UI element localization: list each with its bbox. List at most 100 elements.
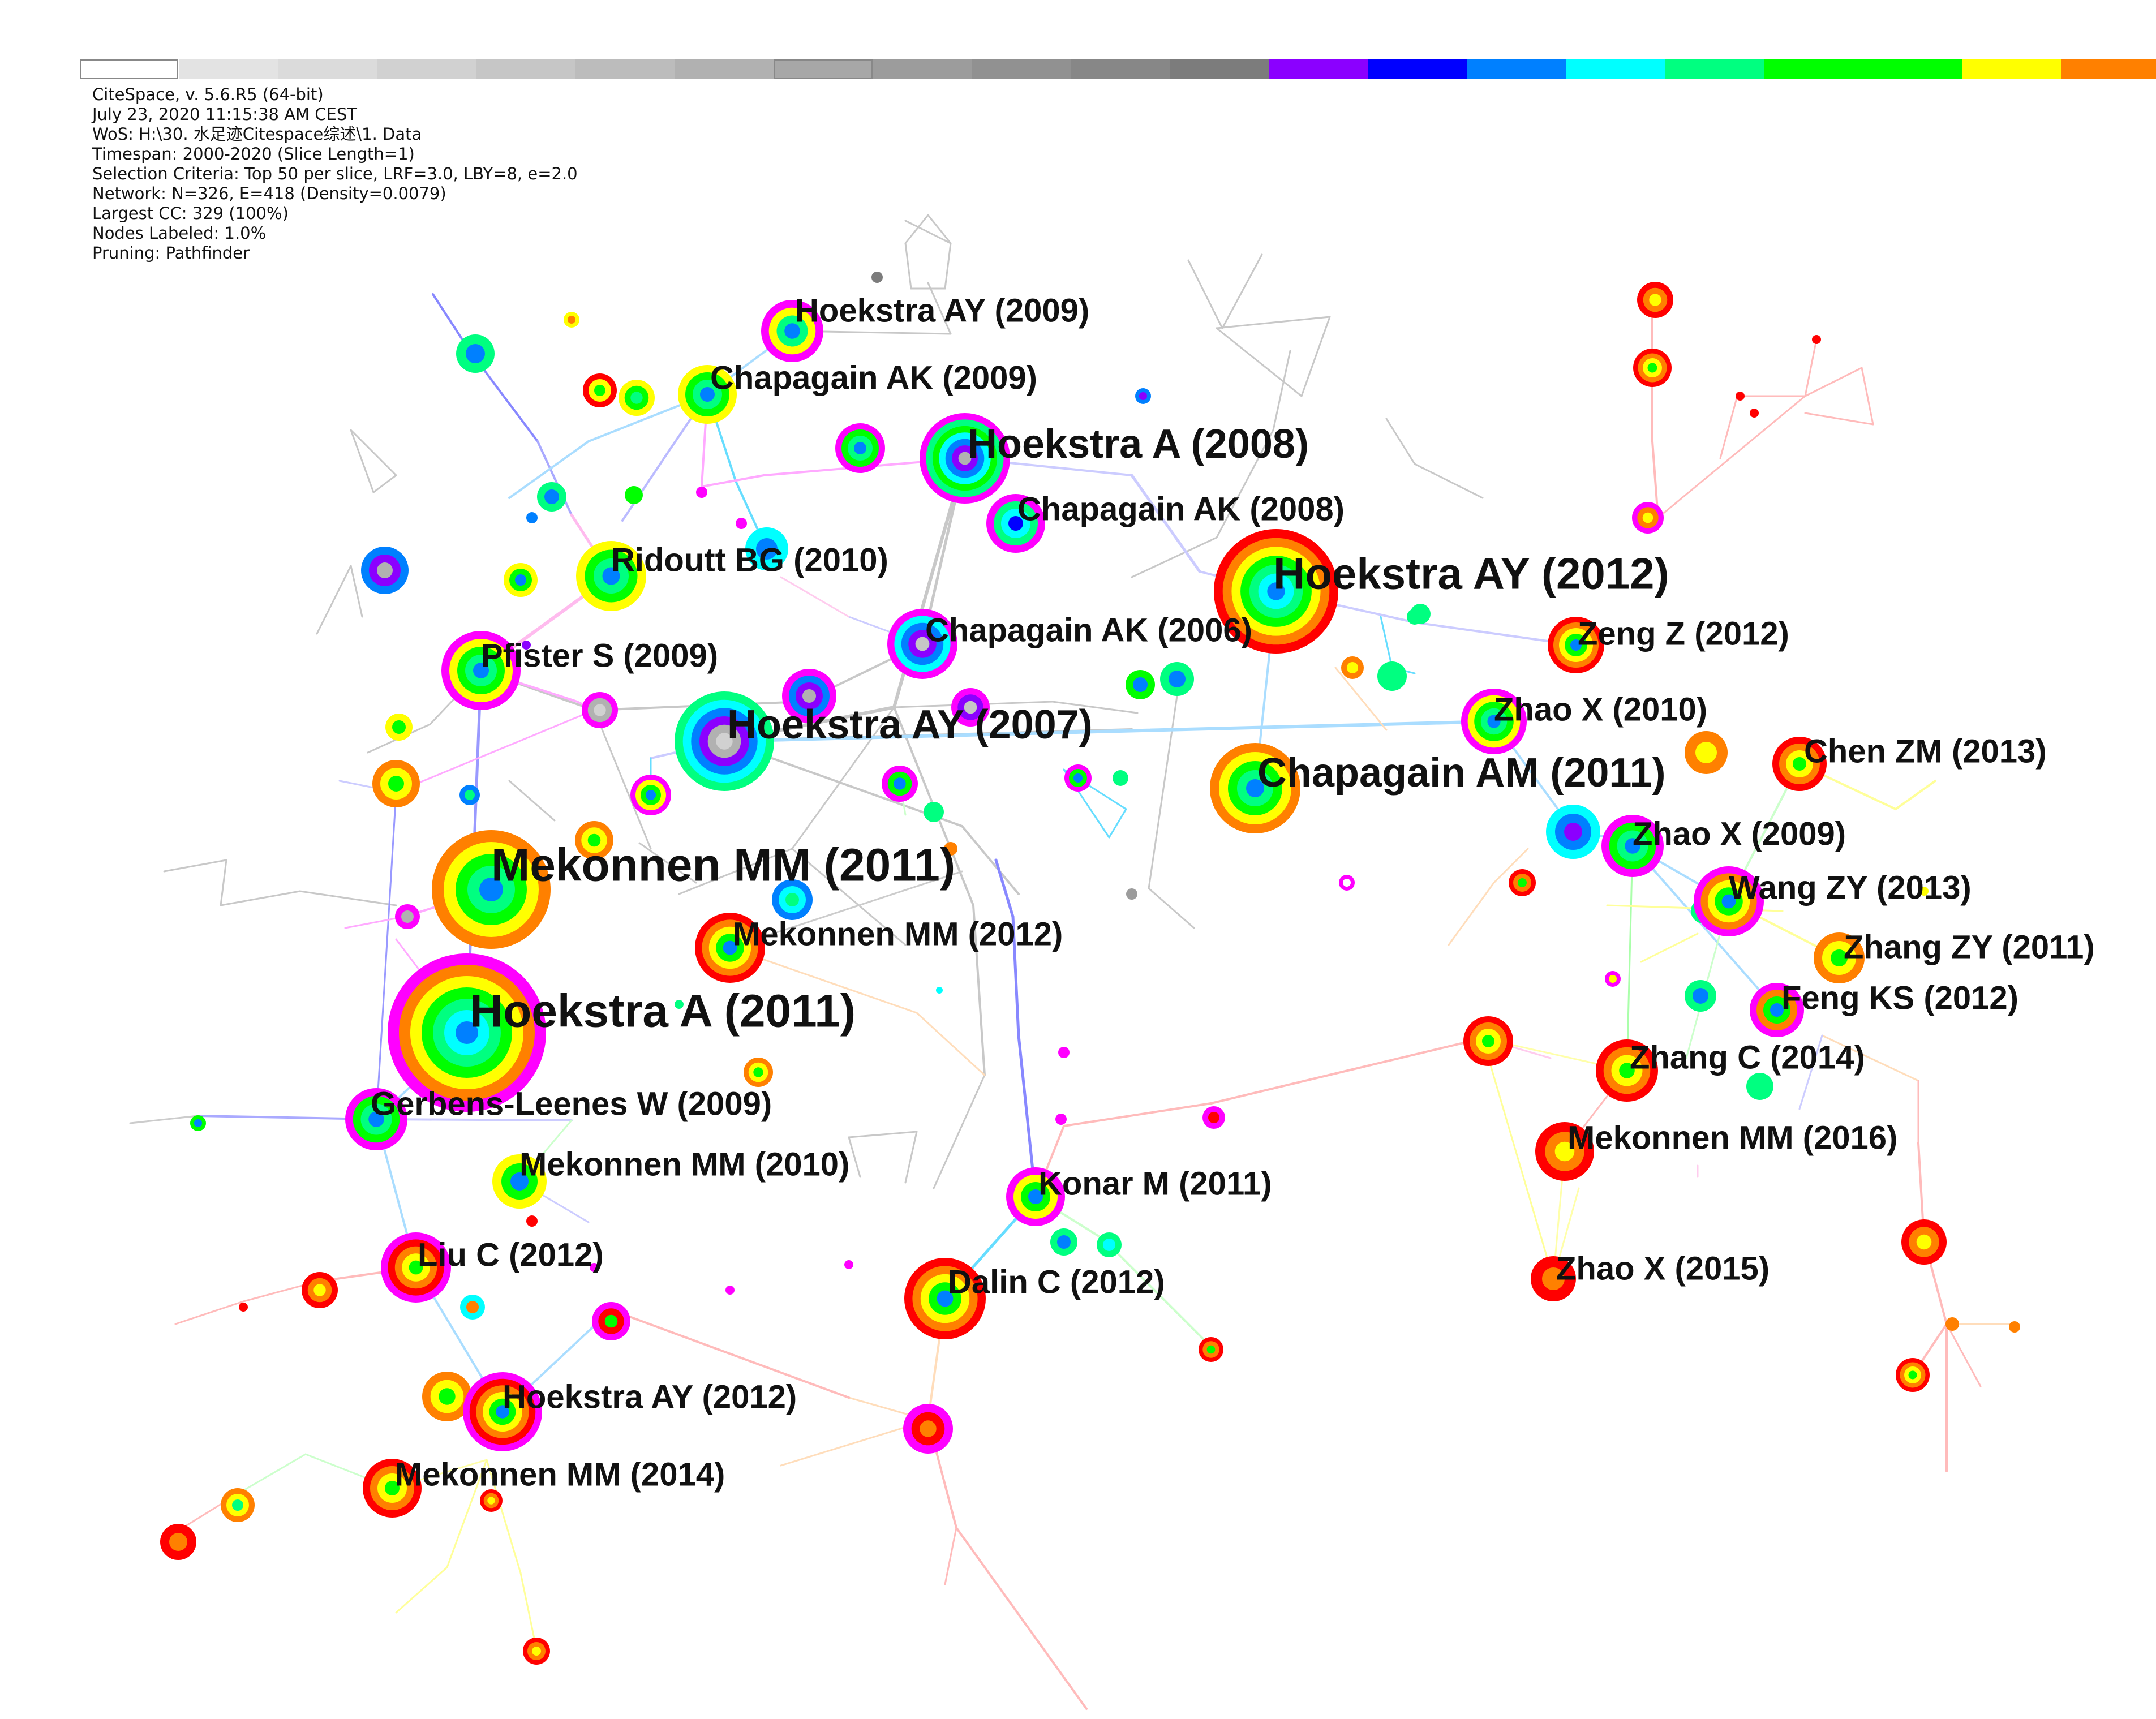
citation-node[interactable] (1535, 1122, 1594, 1181)
small-node[interactable] (221, 1488, 255, 1522)
small-node[interactable] (302, 1272, 338, 1308)
small-node[interactable] (1746, 1073, 1773, 1100)
small-node[interactable] (590, 1263, 599, 1272)
small-node[interactable] (1055, 1114, 1067, 1125)
small-node[interactable] (2009, 1321, 2020, 1333)
small-node[interactable] (1135, 388, 1151, 404)
small-node[interactable] (903, 1404, 953, 1454)
small-node[interactable] (630, 775, 671, 815)
citation-node[interactable] (1214, 529, 1338, 654)
citation-node[interactable] (695, 913, 765, 983)
small-node[interactable] (1901, 1219, 1947, 1265)
small-node[interactable] (1064, 764, 1092, 792)
citation-node[interactable] (492, 1154, 547, 1209)
small-node[interactable] (944, 842, 957, 856)
small-node[interactable] (239, 1303, 248, 1312)
small-node[interactable] (361, 547, 409, 594)
citation-node[interactable] (1548, 617, 1604, 673)
small-node[interactable] (1945, 1317, 1959, 1331)
small-node[interactable] (1407, 609, 1423, 625)
small-node[interactable] (1546, 805, 1600, 859)
small-node[interactable] (619, 380, 655, 416)
small-node[interactable] (564, 312, 579, 328)
citation-node[interactable] (441, 631, 521, 710)
citation-node[interactable] (920, 413, 1010, 504)
small-node[interactable] (1199, 1337, 1223, 1362)
small-node[interactable] (422, 1372, 472, 1421)
citation-node[interactable] (345, 1088, 407, 1150)
citation-node[interactable] (363, 1459, 422, 1518)
citation-node[interactable] (463, 1372, 542, 1451)
small-node[interactable] (1463, 1016, 1513, 1066)
small-node[interactable] (395, 904, 420, 929)
small-node[interactable] (835, 423, 885, 473)
small-node[interactable] (1896, 1358, 1930, 1392)
small-node[interactable] (1812, 335, 1821, 344)
small-node[interactable] (782, 669, 836, 723)
small-node[interactable] (575, 821, 613, 860)
citation-node[interactable] (388, 953, 546, 1112)
small-node[interactable] (936, 987, 943, 994)
small-node[interactable] (844, 1260, 853, 1269)
citation-node[interactable] (1210, 743, 1300, 833)
small-node[interactable] (522, 641, 531, 650)
small-node[interactable] (1341, 656, 1364, 679)
small-node[interactable] (1632, 502, 1664, 534)
small-node[interactable] (1633, 349, 1672, 387)
small-node[interactable] (1160, 662, 1194, 696)
small-node[interactable] (1685, 980, 1716, 1012)
citation-node[interactable] (1814, 932, 1865, 983)
citation-node[interactable] (1601, 815, 1664, 877)
small-node[interactable] (736, 518, 747, 529)
citation-node[interactable] (1596, 1039, 1658, 1102)
small-node[interactable] (385, 714, 413, 741)
citation-node[interactable] (576, 541, 646, 611)
small-node[interactable] (504, 563, 538, 597)
small-node[interactable] (160, 1524, 196, 1560)
small-node[interactable] (190, 1115, 206, 1131)
citation-node[interactable] (761, 300, 823, 362)
small-node[interactable] (456, 334, 495, 373)
small-node[interactable] (537, 482, 566, 512)
citation-node[interactable] (432, 830, 551, 949)
small-node[interactable] (459, 785, 480, 805)
small-node[interactable] (1113, 770, 1128, 786)
small-node[interactable] (1097, 1232, 1122, 1257)
citation-node[interactable] (1772, 737, 1827, 791)
small-node[interactable] (1126, 888, 1137, 900)
small-node[interactable] (1736, 392, 1745, 401)
citation-node[interactable] (381, 1232, 451, 1303)
small-node[interactable] (460, 1295, 485, 1320)
citation-node[interactable] (678, 365, 737, 424)
small-node[interactable] (523, 1638, 550, 1665)
small-node[interactable] (583, 373, 617, 407)
small-node[interactable] (1058, 1047, 1070, 1058)
small-node[interactable] (1750, 409, 1759, 418)
small-node[interactable] (675, 1000, 684, 1009)
small-node[interactable] (696, 487, 707, 498)
citation-node[interactable] (1694, 866, 1764, 936)
citation-node[interactable] (1006, 1167, 1065, 1226)
small-node[interactable] (924, 802, 944, 822)
small-node[interactable] (372, 760, 420, 807)
small-node[interactable] (1339, 875, 1355, 891)
citation-node[interactable] (1531, 1256, 1576, 1301)
small-node[interactable] (725, 1286, 735, 1295)
small-node[interactable] (1377, 661, 1407, 691)
small-node[interactable] (582, 692, 618, 728)
citation-node[interactable] (904, 1258, 986, 1339)
small-node[interactable] (1605, 971, 1621, 987)
small-node[interactable] (526, 1215, 538, 1227)
small-node[interactable] (951, 688, 990, 727)
small-node[interactable] (1685, 731, 1728, 774)
small-node[interactable] (625, 486, 643, 504)
citation-node[interactable] (887, 609, 957, 679)
small-node[interactable] (592, 1302, 630, 1340)
small-node[interactable] (526, 512, 538, 523)
small-node[interactable] (1509, 869, 1536, 896)
small-node[interactable] (1202, 1106, 1225, 1129)
small-node[interactable] (772, 879, 813, 920)
citation-node[interactable] (1461, 689, 1527, 754)
small-node[interactable] (480, 1489, 503, 1512)
small-node[interactable] (1126, 670, 1155, 699)
